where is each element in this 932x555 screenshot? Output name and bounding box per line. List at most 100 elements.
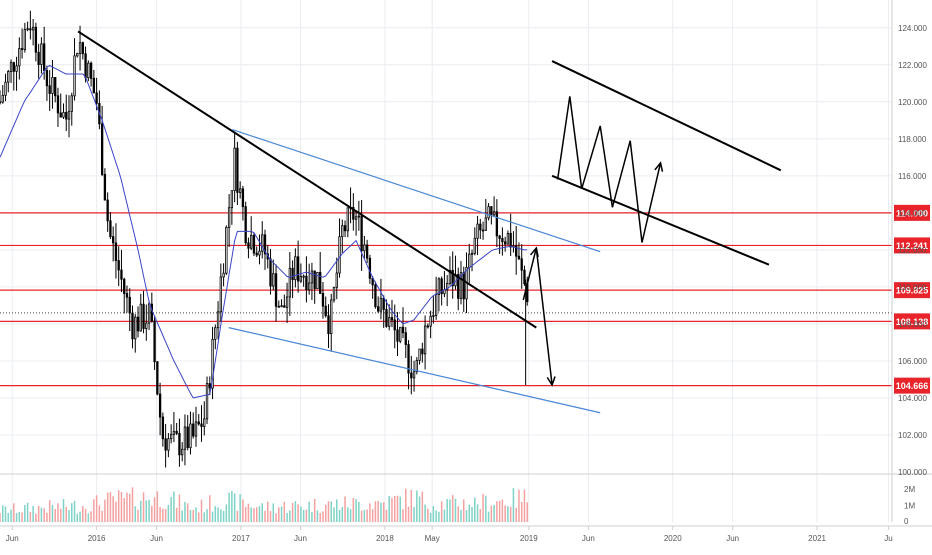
volume-bar — [95, 495, 98, 522]
volume-bar — [255, 507, 258, 522]
volume-bar — [518, 489, 520, 522]
volume-bar — [236, 510, 239, 522]
volume-bar — [349, 509, 352, 522]
volume-bar — [269, 511, 272, 522]
candle-up — [388, 317, 391, 327]
volume-bar — [512, 488, 515, 522]
candle-down — [407, 344, 410, 374]
candle-down — [244, 206, 247, 244]
volume-bar — [231, 490, 233, 522]
main-downtrend-line[interactable] — [77, 30, 537, 329]
candle-up — [316, 271, 319, 290]
candle-up — [379, 297, 383, 312]
candle-up — [299, 275, 303, 282]
candle-up — [18, 48, 21, 67]
triangle-upper-line[interactable] — [551, 60, 782, 172]
projection-zigzag-path[interactable] — [556, 96, 662, 243]
candle-down — [490, 206, 493, 216]
volume-bar — [145, 500, 148, 522]
price-tick-label: 122.000 — [898, 61, 927, 70]
candle-up — [238, 188, 242, 193]
volume-bar — [374, 501, 377, 522]
candle-up — [294, 256, 297, 281]
volume-bar — [151, 505, 153, 522]
volume-bar — [322, 511, 324, 522]
horizontal-levels[interactable]: 114.000 112.241 109.825 108.138 104.666 — [0, 204, 930, 394]
candle-down — [515, 245, 518, 257]
volume-bar — [71, 503, 73, 522]
candle-down — [481, 229, 485, 232]
level-label: 109.825 — [896, 286, 929, 296]
volume-bar — [181, 510, 183, 522]
channel-lower-line[interactable] — [228, 327, 601, 414]
candle-up — [434, 294, 438, 316]
volume-bar — [173, 491, 175, 522]
volume-bar — [24, 505, 26, 522]
candle-up — [341, 225, 344, 238]
candle-down — [208, 383, 211, 389]
candle-down — [421, 348, 424, 355]
candle-up — [4, 81, 7, 96]
candle-up — [468, 253, 471, 268]
volume-bar — [206, 509, 208, 522]
volume-bar — [393, 496, 396, 522]
candle-up — [62, 112, 65, 118]
volume-bar — [278, 507, 280, 522]
candle-up — [418, 348, 421, 361]
volume-bar — [192, 510, 194, 522]
volume-bar — [485, 495, 487, 522]
triangle-lower-line[interactable] — [551, 174, 770, 266]
candle-down — [360, 215, 363, 252]
volume-bar — [498, 500, 501, 522]
volume-bar — [117, 490, 120, 522]
candle-down — [365, 244, 369, 259]
projection-drawings[interactable] — [522, 96, 664, 387]
volume-bar — [137, 509, 139, 522]
price-tick-label: 116.000 — [898, 172, 927, 181]
channel-upper-line[interactable] — [232, 128, 601, 253]
volume-pane — [0, 487, 528, 522]
candle-up — [205, 383, 209, 420]
candle-up — [399, 326, 402, 342]
volume-bar — [405, 488, 407, 522]
volume-bar — [507, 506, 509, 522]
candle-down — [136, 316, 140, 332]
candle-up — [139, 303, 142, 332]
candle-down — [175, 430, 178, 434]
candle-up — [473, 237, 476, 254]
time-tick-label: Jun — [726, 534, 739, 543]
candle-up — [261, 234, 264, 252]
candle-up — [335, 272, 338, 288]
volume-bar — [109, 492, 112, 522]
candle-down — [252, 234, 256, 254]
candle-up — [219, 276, 222, 313]
candle-up — [346, 207, 349, 232]
volume-bar — [162, 508, 164, 522]
candle-down — [161, 416, 165, 440]
volume-bar — [195, 507, 197, 522]
candle-up — [484, 217, 487, 231]
trendlines[interactable] — [77, 30, 782, 414]
level-label: 104.666 — [896, 381, 929, 391]
volume-bar — [0, 513, 1, 522]
volume-bar — [54, 509, 56, 522]
candle-up — [429, 315, 432, 327]
volume-bar — [438, 511, 440, 522]
volume-bar — [302, 509, 305, 522]
volume-bar — [48, 500, 51, 522]
candle-up — [145, 322, 148, 329]
volume-bar — [142, 492, 145, 522]
candle-down — [374, 284, 377, 308]
candle-down — [520, 258, 523, 271]
candle-down — [156, 361, 159, 395]
volume-bar — [51, 504, 54, 522]
candle-down — [396, 329, 399, 342]
volume-bar — [520, 501, 523, 522]
volume-bar — [186, 503, 189, 522]
volume-bar — [333, 507, 335, 522]
candle-down — [324, 305, 327, 317]
volume-bar — [358, 501, 360, 522]
candle-down — [84, 53, 87, 79]
